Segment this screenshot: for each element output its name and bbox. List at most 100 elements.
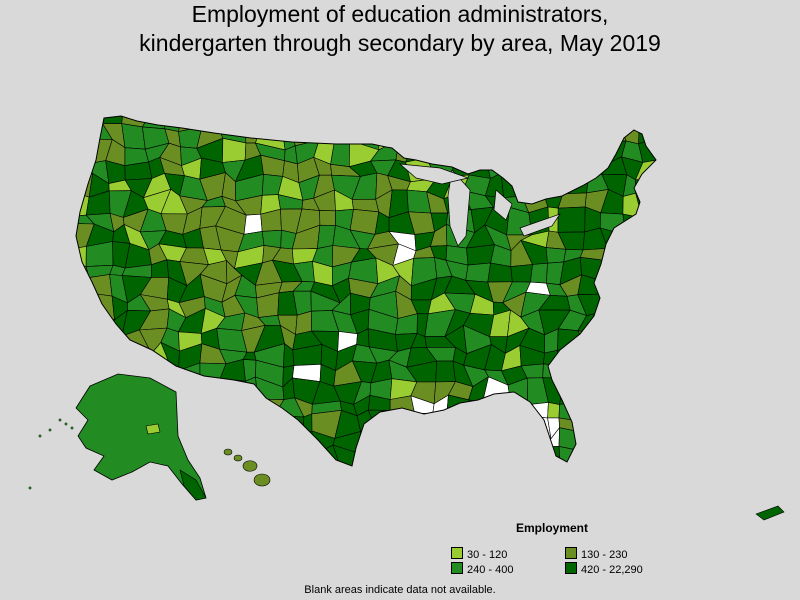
lake-superior [398, 163, 470, 185]
map-area [82, 327, 109, 349]
map-area [334, 129, 362, 142]
map-area [597, 415, 620, 435]
map-area [389, 410, 415, 431]
map-area [596, 427, 628, 455]
map-area [377, 127, 400, 151]
map-area [427, 129, 455, 147]
map-area [76, 116, 92, 132]
map-area [502, 443, 523, 466]
map-area [453, 116, 471, 131]
map-area [217, 116, 246, 129]
map-area [273, 415, 305, 435]
map-area [329, 462, 362, 466]
map-area [636, 225, 656, 252]
map-area [603, 293, 623, 319]
map-area [633, 444, 656, 466]
map-area [141, 116, 166, 130]
map-area [426, 143, 453, 160]
map-area [578, 400, 601, 422]
map-area [638, 346, 656, 364]
map-area [521, 434, 552, 448]
map-area [559, 364, 588, 384]
map-area [619, 362, 644, 383]
map-area [539, 125, 562, 144]
map-area [217, 414, 244, 435]
map-area [538, 162, 565, 184]
map-area [638, 462, 656, 466]
map-area [472, 428, 495, 454]
alaska [28, 373, 207, 501]
map-area [76, 461, 90, 466]
map-area [199, 377, 224, 401]
map-area [580, 341, 604, 365]
map-area [618, 432, 637, 448]
map-area [257, 398, 285, 417]
map-area [635, 192, 656, 219]
legend-item-420-22290: 420 - 22,290 [565, 562, 643, 576]
map-area [472, 420, 486, 435]
legend-label: 30 - 120 [467, 549, 508, 561]
map-area [76, 246, 87, 268]
map-area [638, 120, 656, 145]
map-area [521, 125, 548, 146]
map-area [466, 121, 495, 148]
map-area [196, 449, 223, 466]
legend-item-130-230: 130 - 230 [565, 547, 627, 561]
map-area [522, 140, 548, 163]
map-area [291, 430, 314, 456]
map-area [311, 116, 343, 133]
map-area [222, 137, 247, 163]
map-area [576, 159, 603, 176]
map-area [76, 173, 93, 198]
map-area [603, 247, 627, 262]
map-area [500, 160, 531, 175]
map-area [184, 381, 205, 403]
map-area [76, 277, 90, 294]
map-area [502, 427, 530, 446]
map-area [578, 121, 609, 145]
map-area [444, 451, 476, 466]
map-area [466, 140, 487, 168]
map-area [294, 460, 324, 466]
map-area [597, 362, 622, 385]
legend-swatch [451, 547, 463, 559]
map-area [388, 116, 413, 132]
map-area [203, 428, 225, 454]
map-area [635, 249, 656, 259]
map-area [613, 462, 647, 466]
map-area [432, 412, 455, 437]
map-area [530, 262, 548, 284]
map-area [560, 116, 590, 133]
map-area [409, 429, 438, 446]
map-area [76, 361, 86, 385]
map-area [598, 465, 628, 466]
map-area [466, 116, 495, 128]
map-area [655, 257, 656, 276]
legend-label: 240 - 400 [467, 564, 514, 576]
map-title-line-1: Employment of education administrators, [191, 1, 609, 27]
map-area [615, 257, 643, 279]
map-area [626, 445, 640, 466]
map-area [412, 116, 434, 133]
map-area [615, 276, 642, 303]
map-area [653, 359, 656, 386]
map-area [221, 461, 245, 466]
map-area [654, 314, 656, 338]
map-area [615, 395, 645, 417]
map-area [261, 229, 282, 249]
map-area [76, 138, 84, 166]
map-area [432, 435, 455, 452]
map-area [540, 464, 568, 466]
map-area [367, 409, 391, 437]
map-area [359, 116, 379, 131]
legend-item-240-400: 240 - 400 [451, 562, 513, 576]
map-area [279, 116, 304, 128]
map-area [76, 162, 94, 174]
legend-title: Employment [516, 521, 589, 535]
map-area [435, 360, 456, 383]
map-area [509, 412, 530, 436]
hawaii-island [223, 448, 233, 456]
map-area [597, 341, 622, 366]
map-area [633, 291, 656, 319]
map-area [614, 324, 639, 348]
